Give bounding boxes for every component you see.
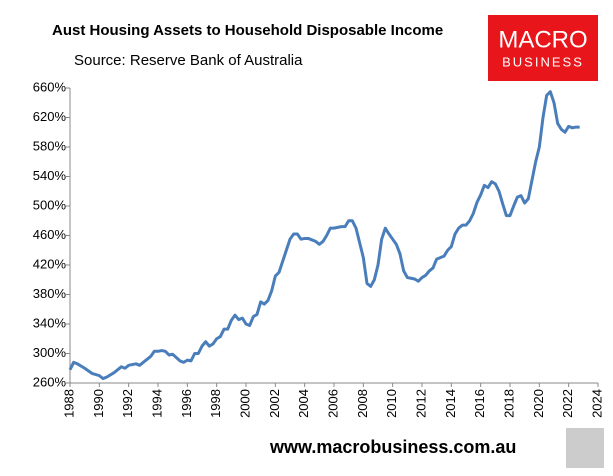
x-tick-label: 2008: [355, 389, 370, 418]
chart-title: Aust Housing Assets to Household Disposa…: [52, 22, 443, 39]
x-tick-label: 2006: [325, 389, 340, 418]
y-tick-label: 540%: [33, 168, 67, 183]
x-tick-label: 1994: [149, 389, 164, 418]
x-tick-label: 1992: [120, 389, 135, 418]
line: [68, 90, 580, 381]
x-tick-label: 2018: [501, 389, 516, 418]
y-tick-label: 340%: [33, 315, 67, 330]
y-tick-label: 260%: [33, 374, 67, 389]
x-tick-label: 2004: [296, 389, 311, 418]
logo-icon: [566, 428, 604, 468]
x-tick-label: 2002: [267, 389, 282, 418]
x-tick-label: 1990: [91, 389, 106, 418]
x-tick-label: 2024: [589, 389, 604, 418]
logo-text: MACRO: [498, 26, 587, 53]
y-tick-label: 500%: [33, 197, 67, 212]
x-tick-label: 2000: [237, 389, 252, 418]
y-tick-label: 580%: [33, 138, 67, 153]
y-tick-label: 380%: [33, 286, 67, 301]
x-tick-label: 2022: [560, 389, 575, 418]
y-tick-label: 460%: [33, 227, 67, 242]
y-tick-label: 300%: [33, 345, 67, 360]
y-tick-label: 620%: [33, 109, 67, 124]
footer: www.macrobusiness.com.au: [269, 437, 516, 457]
x-tick-label: 2016: [472, 389, 487, 418]
x-tick-label: 2014: [443, 389, 458, 418]
y-tick-label: 420%: [33, 256, 67, 271]
x-tick-label: 1988: [61, 389, 76, 418]
x-tick-label: 1998: [208, 389, 223, 418]
x-tick-label: 1996: [179, 389, 194, 418]
logo-text: BUSINESS: [502, 54, 584, 69]
logo-box: [488, 15, 598, 81]
y-tick-label: 660%: [33, 79, 67, 94]
x-tick-label: 2012: [413, 389, 428, 418]
x-tick-label: 2010: [384, 389, 399, 418]
chart-subtitle: Source: Reserve Bank of Australia: [74, 52, 303, 69]
x-tick-label: 2020: [531, 389, 546, 418]
